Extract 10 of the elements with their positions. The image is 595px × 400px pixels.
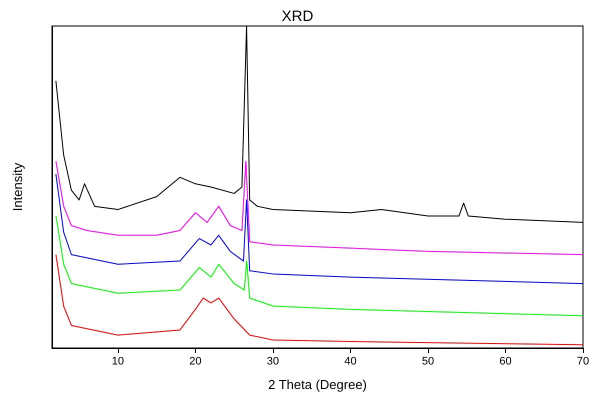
x-tick-label: 60 — [499, 356, 512, 368]
x-tick-label: 10 — [112, 356, 124, 368]
x-axis-title: 2 Theta (Degree) — [268, 377, 367, 392]
x-tick-label: 40 — [344, 356, 357, 368]
x-tick-label: 50 — [422, 356, 434, 368]
x-tick-label: 30 — [266, 356, 280, 368]
y-axis-title: Intensity — [10, 162, 25, 212]
x-tick-label: 70 — [576, 356, 590, 368]
x-tick-label: 20 — [189, 356, 202, 368]
chart-title: XRD — [282, 8, 314, 25]
